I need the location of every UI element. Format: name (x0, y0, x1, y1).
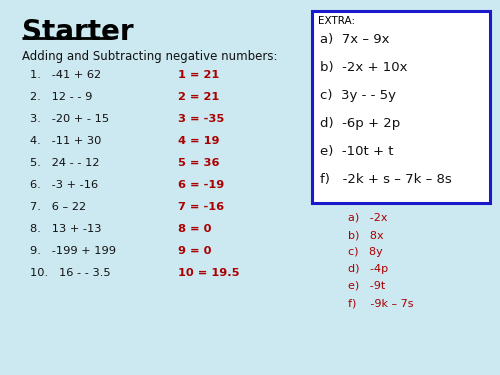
Text: e)  -10t + t: e) -10t + t (320, 145, 394, 158)
Text: 10.   16 - - 3.5: 10. 16 - - 3.5 (30, 268, 110, 278)
Text: 3 = -35: 3 = -35 (178, 114, 224, 124)
Text: 2.   12 - - 9: 2. 12 - - 9 (30, 92, 92, 102)
Text: 9 = 0: 9 = 0 (178, 246, 212, 256)
Text: f)    -9k – 7s: f) -9k – 7s (348, 298, 414, 308)
Text: a)  7x – 9x: a) 7x – 9x (320, 33, 390, 46)
Text: 7 = -16: 7 = -16 (178, 202, 224, 212)
Text: d)   -4p: d) -4p (348, 264, 388, 274)
Text: 4 = 19: 4 = 19 (178, 136, 220, 146)
Text: a)   -2x: a) -2x (348, 213, 388, 223)
Text: EXTRA:: EXTRA: (318, 16, 355, 26)
Text: 8 = 0: 8 = 0 (178, 224, 212, 234)
Text: b)  -2x + 10x: b) -2x + 10x (320, 61, 408, 74)
Text: 8.   13 + -13: 8. 13 + -13 (30, 224, 102, 234)
Text: 9.   -199 + 199: 9. -199 + 199 (30, 246, 116, 256)
Text: 5 = 36: 5 = 36 (178, 158, 220, 168)
Text: 7.   6 – 22: 7. 6 – 22 (30, 202, 86, 212)
Text: 6.   -3 + -16: 6. -3 + -16 (30, 180, 98, 190)
Text: c)   8y: c) 8y (348, 247, 383, 257)
Text: Starter: Starter (22, 18, 134, 46)
FancyBboxPatch shape (312, 11, 490, 203)
Text: 4.   -11 + 30: 4. -11 + 30 (30, 136, 102, 146)
Text: d)  -6p + 2p: d) -6p + 2p (320, 117, 400, 130)
Text: 1 = 21: 1 = 21 (178, 70, 219, 80)
Text: c)  3y - - 5y: c) 3y - - 5y (320, 89, 396, 102)
Text: 5.   24 - - 12: 5. 24 - - 12 (30, 158, 100, 168)
Text: e)   -9t: e) -9t (348, 281, 385, 291)
Text: 6 = -19: 6 = -19 (178, 180, 224, 190)
Text: 2 = 21: 2 = 21 (178, 92, 219, 102)
Text: Adding and Subtracting negative numbers:: Adding and Subtracting negative numbers: (22, 50, 278, 63)
Text: 3.   -20 + - 15: 3. -20 + - 15 (30, 114, 109, 124)
Text: 10 = 19.5: 10 = 19.5 (178, 268, 240, 278)
Text: f)   -2k + s – 7k – 8s: f) -2k + s – 7k – 8s (320, 173, 452, 186)
Text: 1.   -41 + 62: 1. -41 + 62 (30, 70, 101, 80)
Text: b)   8x: b) 8x (348, 230, 384, 240)
